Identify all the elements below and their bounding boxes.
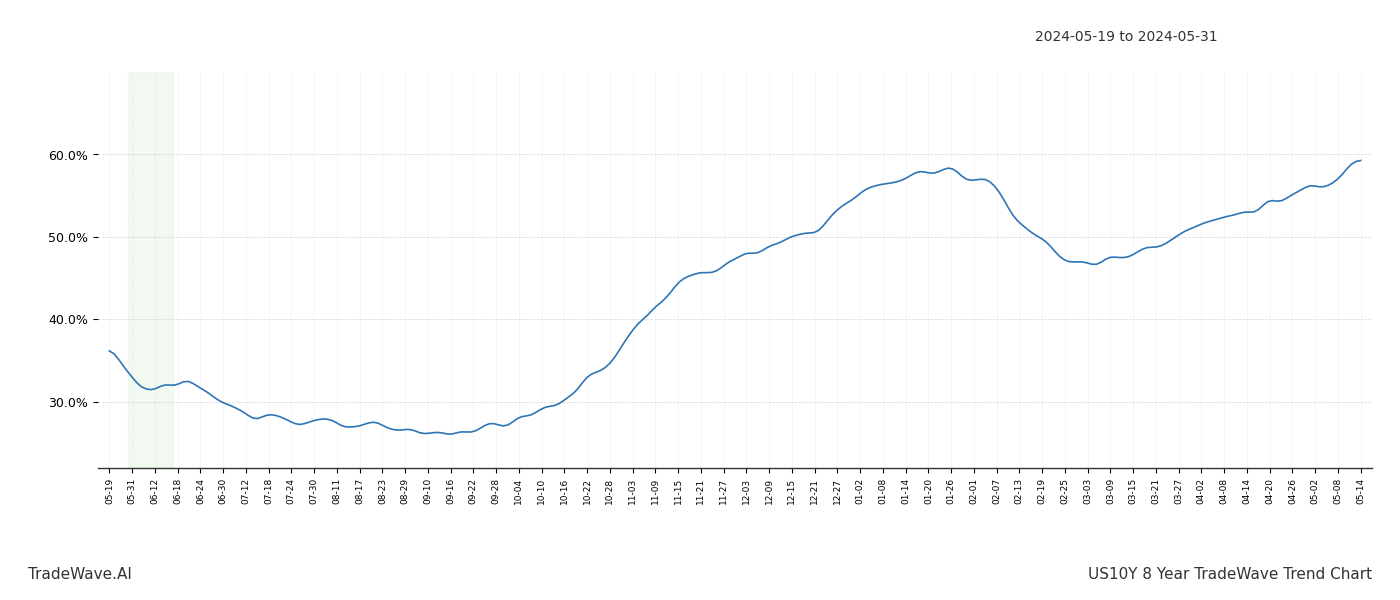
Text: US10Y 8 Year TradeWave Trend Chart: US10Y 8 Year TradeWave Trend Chart (1088, 567, 1372, 582)
Text: TradeWave.AI: TradeWave.AI (28, 567, 132, 582)
Bar (127, 72, 174, 468)
Text: 2024-05-19 to 2024-05-31: 2024-05-19 to 2024-05-31 (1036, 30, 1218, 44)
